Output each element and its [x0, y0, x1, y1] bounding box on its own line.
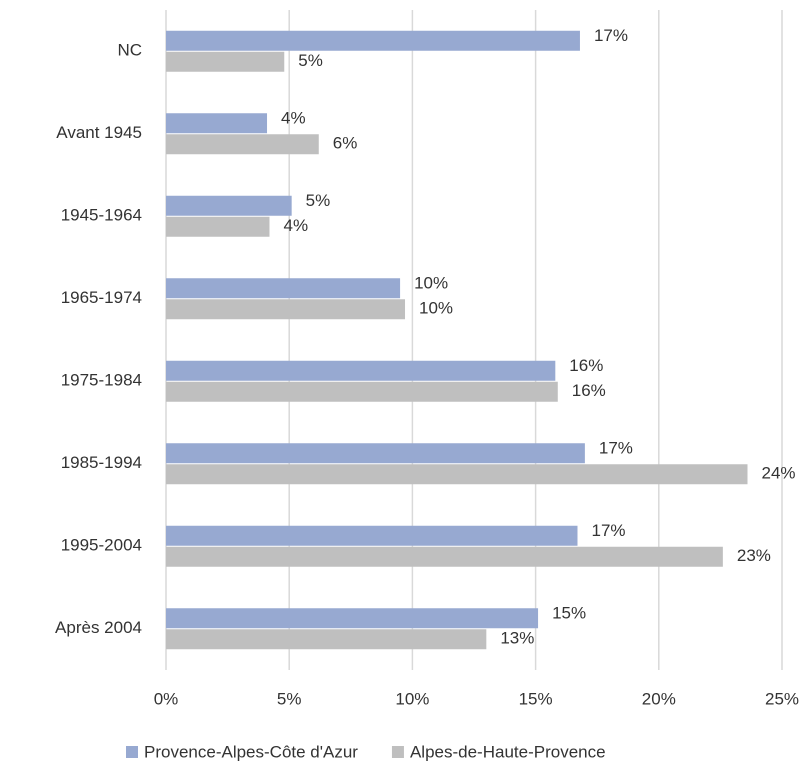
y-tick-label: Avant 1945 — [56, 123, 142, 142]
bar — [166, 464, 748, 485]
value-label: 5% — [298, 51, 323, 70]
y-tick-label: Après 2004 — [55, 618, 142, 637]
bar — [166, 443, 585, 464]
bar — [166, 30, 580, 51]
value-label: 15% — [552, 604, 586, 623]
bar — [166, 360, 556, 381]
value-label: 13% — [500, 629, 534, 648]
value-label: 17% — [594, 26, 628, 45]
value-label: 5% — [306, 191, 331, 210]
value-label: 10% — [414, 274, 448, 293]
y-tick-label: 1965-1974 — [61, 288, 142, 307]
bar — [166, 134, 319, 155]
value-label: 4% — [283, 216, 308, 235]
x-tick-label: 15% — [519, 689, 553, 708]
y-tick-label: NC — [117, 41, 142, 60]
legend-label: Provence-Alpes-Côte d'Azur — [144, 742, 358, 761]
bar — [166, 216, 270, 237]
bar — [166, 51, 285, 72]
bar — [166, 299, 406, 320]
x-tick-label: 0% — [154, 689, 179, 708]
value-label: 17% — [591, 521, 625, 540]
value-label: 16% — [569, 356, 603, 375]
value-label: 17% — [599, 439, 633, 458]
bar — [166, 525, 578, 546]
bar — [166, 195, 292, 216]
legend-label: Alpes-de-Haute-Provence — [410, 742, 606, 761]
y-tick-label: 1975-1984 — [61, 371, 142, 390]
x-tick-label: 20% — [642, 689, 676, 708]
value-label: 6% — [333, 134, 358, 153]
value-label: 16% — [572, 381, 606, 400]
x-tick-label: 25% — [765, 689, 799, 708]
value-label: 23% — [737, 546, 771, 565]
legend-swatch — [126, 746, 138, 758]
x-tick-label: 5% — [277, 689, 302, 708]
bar — [166, 381, 558, 402]
value-label: 24% — [762, 464, 796, 483]
y-tick-label: 1985-1994 — [61, 453, 142, 472]
value-label: 10% — [419, 299, 453, 318]
y-tick-label: 1945-1964 — [61, 206, 142, 225]
legend-swatch — [391, 746, 404, 758]
bar — [166, 113, 268, 134]
bar — [166, 278, 401, 299]
bar — [166, 629, 487, 650]
bar — [166, 546, 723, 567]
y-tick-label: 1995-2004 — [61, 536, 142, 555]
value-label: 4% — [281, 109, 306, 128]
x-tick-label: 10% — [395, 689, 429, 708]
bar — [166, 608, 539, 629]
